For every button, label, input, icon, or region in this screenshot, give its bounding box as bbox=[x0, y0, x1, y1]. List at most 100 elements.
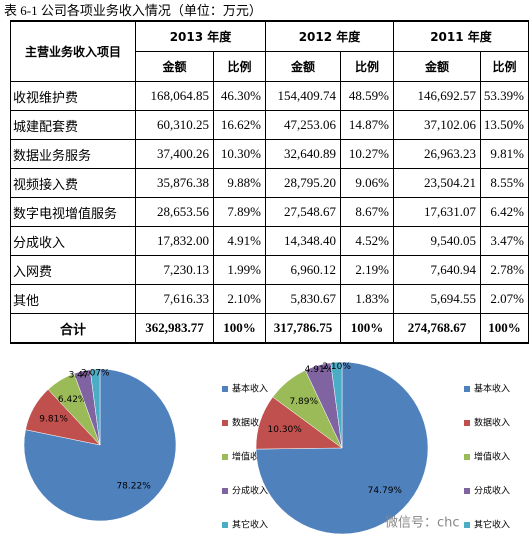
cell: 8.67% bbox=[340, 197, 394, 227]
cell: 数字电视增值服务 bbox=[10, 197, 136, 227]
data-row: 视频接入费 35,876.38 9.88% 28,795.20 9.06% 23,504.… bbox=[10, 168, 529, 198]
legend-label: 分成收入 bbox=[232, 485, 268, 497]
header-cell: 2013 年度 bbox=[135, 20, 266, 52]
cell: 10.27% bbox=[340, 139, 394, 169]
cell: 16.62% bbox=[213, 110, 266, 140]
legend-swatch bbox=[222, 386, 228, 392]
cell: 2.10% bbox=[213, 284, 266, 314]
cell: 分成收入 bbox=[10, 226, 136, 256]
data-row: 城建配套费 60,310.25 16.62% 47,253.06 14.87% 37,10… bbox=[10, 110, 529, 140]
cell: 100% bbox=[213, 313, 266, 344]
cell: 48.59% bbox=[340, 81, 394, 111]
cell: 14,348.40 bbox=[265, 226, 341, 256]
legend-label: 其它收入 bbox=[232, 519, 268, 531]
slice-label: 4.91% bbox=[305, 365, 334, 375]
legend-label: 基本收入 bbox=[232, 383, 268, 395]
cell: 2.07% bbox=[480, 284, 529, 314]
legend-swatch bbox=[464, 488, 470, 494]
header-cell: 主营业务收入项目 bbox=[10, 20, 136, 82]
cell: 37,400.26 bbox=[135, 139, 214, 169]
cell: 32,640.89 bbox=[265, 139, 341, 169]
cell: 1.83% bbox=[340, 284, 394, 314]
data-row: 入网费 7,230.13 1.99% 6,960.12 2.19% 7,640.94 2.7… bbox=[10, 255, 529, 285]
cell: 27,548.67 bbox=[265, 197, 341, 227]
slice-label: 10.30% bbox=[268, 425, 303, 435]
cell: 47,253.06 bbox=[265, 110, 341, 140]
cell: 4.91% bbox=[213, 226, 266, 256]
cell: 6,960.12 bbox=[265, 255, 341, 285]
cell: 23,504.21 bbox=[393, 168, 481, 198]
cell: 7,230.13 bbox=[135, 255, 214, 285]
cell: 5,694.55 bbox=[393, 284, 481, 314]
pie-slice bbox=[330, 361, 343, 449]
header-row: 主营业务收入项目 2013 年度 2012 年度 2011 年度 bbox=[10, 20, 529, 82]
cell: 53.39% bbox=[480, 81, 529, 111]
legend-swatch bbox=[464, 386, 470, 392]
cell: 274,768.67 bbox=[393, 313, 481, 344]
cell: 收视维护费 bbox=[10, 81, 136, 111]
header-cell: 2012 年度 bbox=[265, 20, 394, 52]
cell: 35,876.38 bbox=[135, 168, 214, 198]
slice-label: 9.81% bbox=[39, 414, 68, 424]
watermark: 微信号：chc bbox=[385, 516, 460, 531]
header-cell: 金额 bbox=[265, 51, 341, 82]
header-cell: 金额 bbox=[135, 51, 214, 82]
cell: 3.47% bbox=[480, 226, 529, 256]
cell: 9.06% bbox=[340, 168, 394, 198]
data-row: 分成收入 17,832.00 4.91% 14,348.40 4.52% 9,540.05… bbox=[10, 226, 529, 256]
cell: 317,786.75 bbox=[265, 313, 341, 344]
legend-label: 基本收入 bbox=[474, 383, 510, 395]
slice-label: 6.42% bbox=[58, 395, 87, 405]
revenue-table: 主营业务收入项目 2013 年度 2012 年度 2011 年度 金额 比例 金额比… bbox=[10, 20, 529, 344]
pie-charts: 78.22% 9.81% 6.42% 3.47%2.07% 基本收入数据收入增值收入分成… bbox=[23, 361, 510, 535]
cell: 168,064.85 bbox=[135, 81, 214, 111]
cell: 146,692.57 bbox=[393, 81, 481, 111]
slice-label: 74.79% bbox=[368, 486, 403, 496]
pie-slice bbox=[255, 361, 429, 535]
cell: 1.99% bbox=[213, 255, 266, 285]
cell: 28,795.20 bbox=[265, 168, 341, 198]
header-cell: 比例 bbox=[480, 51, 529, 82]
cell: 城建配套费 bbox=[10, 110, 136, 140]
slice-label: 7.89% bbox=[289, 397, 318, 407]
cell: 7,616.33 bbox=[135, 284, 214, 314]
legend-swatch bbox=[222, 454, 228, 460]
subheader-row: 金额 比例 金额 比例 金额 比例 bbox=[11, 51, 529, 82]
cell: 2.78% bbox=[480, 255, 529, 285]
header-cell: 2011 年度 bbox=[393, 20, 529, 52]
legend-label: 数据收入 bbox=[474, 417, 510, 429]
cell: 17,631.07 bbox=[393, 197, 481, 227]
legend-swatch bbox=[464, 522, 470, 528]
cell: 其他 bbox=[10, 284, 136, 314]
legend-swatch bbox=[222, 522, 228, 528]
data-row: 数据业务服务 37,400.26 10.30% 32,640.89 10.27% 26,9… bbox=[10, 139, 529, 169]
cell: 6.42% bbox=[480, 197, 529, 227]
cell: 100% bbox=[340, 313, 394, 344]
cell: 60,310.25 bbox=[135, 110, 214, 140]
cell: 9,540.05 bbox=[393, 226, 481, 256]
pie-slice bbox=[89, 368, 101, 446]
slice-label: 2.10% bbox=[322, 362, 351, 372]
slice-label: 2.07% bbox=[81, 368, 110, 378]
header-cell: 比例 bbox=[340, 51, 394, 82]
header-cell: 金额 bbox=[393, 51, 481, 82]
legend-swatch bbox=[222, 420, 228, 426]
cell: 7,640.94 bbox=[393, 255, 481, 285]
legend-swatch bbox=[464, 454, 470, 460]
cell: 2.19% bbox=[340, 255, 394, 285]
cell: 14.87% bbox=[340, 110, 394, 140]
cell: 8.55% bbox=[480, 168, 529, 198]
header-cell: 比例 bbox=[213, 51, 266, 82]
cell: 7.89% bbox=[213, 197, 266, 227]
cell: 13.50% bbox=[480, 110, 529, 140]
cell: 362,983.77 bbox=[135, 313, 214, 344]
cell: 9.81% bbox=[480, 139, 529, 169]
table-caption: 表 6-1 公司各项业务收入情况（单位：万元） bbox=[4, 3, 262, 18]
data-row: 其他 7,616.33 2.10% 5,830.67 1.83% 5,694.55 2.07… bbox=[10, 284, 529, 314]
legend-swatch bbox=[464, 420, 470, 426]
cell: 4.52% bbox=[340, 226, 394, 256]
cell: 数据业务服务 bbox=[10, 139, 136, 169]
cell: 46.30% bbox=[213, 81, 266, 111]
cell: 17,832.00 bbox=[135, 226, 214, 256]
